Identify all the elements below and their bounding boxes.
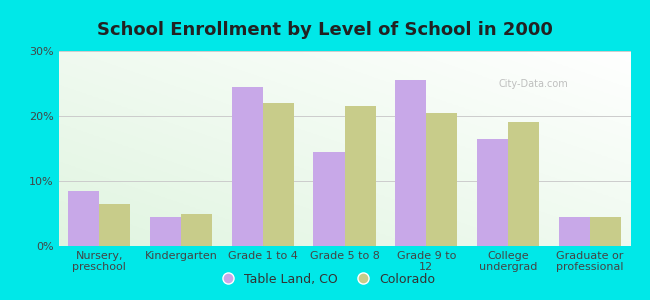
Bar <box>426 113 457 246</box>
Bar <box>181 214 212 246</box>
Text: City-Data.com: City-Data.com <box>498 79 568 89</box>
Bar <box>477 139 508 246</box>
Bar <box>313 152 345 246</box>
Bar <box>232 87 263 246</box>
Text: School Enrollment by Level of School in 2000: School Enrollment by Level of School in … <box>97 21 553 39</box>
Bar <box>344 106 376 246</box>
Bar <box>590 217 621 246</box>
Bar <box>68 191 99 246</box>
Bar <box>558 217 590 246</box>
Bar <box>99 204 131 246</box>
Bar <box>150 217 181 246</box>
Bar <box>263 103 294 246</box>
Legend: Table Land, CO, Colorado: Table Land, CO, Colorado <box>210 268 440 291</box>
Bar <box>395 80 426 246</box>
Bar <box>508 122 539 246</box>
